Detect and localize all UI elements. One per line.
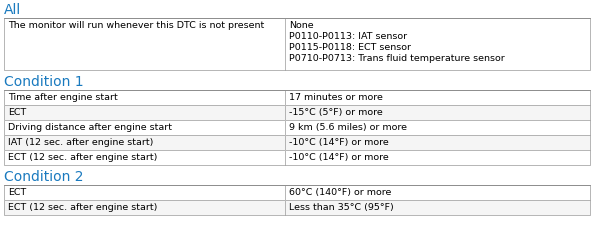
Bar <box>285 120 590 135</box>
Bar <box>4 200 285 215</box>
Text: Time after engine start: Time after engine start <box>8 93 118 102</box>
Text: Driving distance after engine start: Driving distance after engine start <box>8 123 172 132</box>
Text: -10°C (14°F) or more: -10°C (14°F) or more <box>289 153 388 162</box>
Bar <box>285 150 590 165</box>
Text: Less than 35°C (95°F): Less than 35°C (95°F) <box>289 203 394 212</box>
Bar <box>285 105 590 120</box>
Text: IAT (12 sec. after engine start): IAT (12 sec. after engine start) <box>8 138 153 147</box>
Bar <box>4 90 285 105</box>
Text: ECT (12 sec. after engine start): ECT (12 sec. after engine start) <box>8 203 157 212</box>
Text: None
P0110-P0113: IAT sensor
P0115-P0118: ECT sensor
P0710-P0713: Trans fluid te: None P0110-P0113: IAT sensor P0115-P0118… <box>289 21 505 63</box>
Text: The monitor will run whenever this DTC is not present: The monitor will run whenever this DTC i… <box>8 21 264 30</box>
Bar <box>285 135 590 150</box>
Text: 9 km (5.6 miles) or more: 9 km (5.6 miles) or more <box>289 123 407 132</box>
Bar <box>4 150 285 165</box>
Text: -15°C (5°F) or more: -15°C (5°F) or more <box>289 108 383 117</box>
Bar <box>4 18 285 70</box>
Bar <box>285 200 590 215</box>
Bar <box>285 135 590 150</box>
Text: ECT: ECT <box>8 188 26 197</box>
Bar <box>285 120 590 135</box>
Text: Condition 2: Condition 2 <box>4 170 84 184</box>
Text: Condition 1: Condition 1 <box>4 75 84 89</box>
Bar <box>4 105 285 120</box>
Text: -10°C (14°F) or more: -10°C (14°F) or more <box>289 138 388 147</box>
Bar <box>285 18 590 70</box>
Bar <box>4 185 285 200</box>
Bar <box>285 185 590 200</box>
Bar <box>285 200 590 215</box>
Bar <box>4 120 285 135</box>
Text: ECT: ECT <box>8 108 26 117</box>
Text: 17 minutes or more: 17 minutes or more <box>289 93 383 102</box>
Bar <box>285 90 590 105</box>
Bar <box>4 135 285 150</box>
Bar <box>285 90 590 105</box>
Bar <box>4 200 285 215</box>
Text: ECT (12 sec. after engine start): ECT (12 sec. after engine start) <box>8 153 157 162</box>
Bar <box>4 90 285 105</box>
Bar <box>285 105 590 120</box>
Bar <box>285 18 590 70</box>
Bar <box>285 150 590 165</box>
Bar <box>4 135 285 150</box>
Bar <box>4 185 285 200</box>
Text: All: All <box>4 3 21 17</box>
Bar <box>4 18 285 70</box>
Bar <box>285 185 590 200</box>
Bar <box>4 105 285 120</box>
Bar <box>4 150 285 165</box>
Text: 60°C (140°F) or more: 60°C (140°F) or more <box>289 188 391 197</box>
Bar <box>4 120 285 135</box>
